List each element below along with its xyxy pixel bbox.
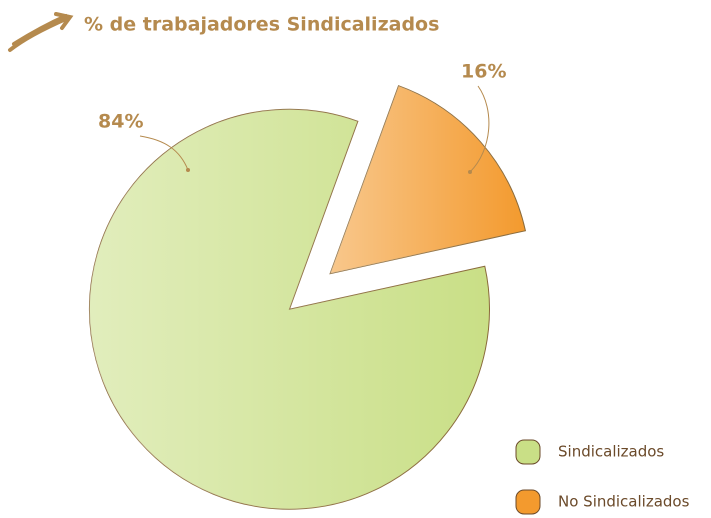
slice-sheen [89,109,490,510]
legend-label: No Sindicalizados [558,493,690,511]
pie [88,85,527,510]
legend-swatch [515,489,541,515]
slice-sheen [330,85,526,274]
value-label: 16% [461,61,506,83]
leader-line [469,85,490,173]
title-arrow [8,12,74,52]
legend-swatch [515,439,541,465]
value-label: 84% [98,111,143,133]
leader-dot [468,170,472,174]
leader-dot [186,168,190,172]
chart-title: % de trabajadores Sindicalizados [84,14,439,36]
legend-label: Sindicalizados [558,443,664,461]
leader-line [139,135,189,171]
legend: Sindicalizados No Sindicalizados [515,439,690,515]
